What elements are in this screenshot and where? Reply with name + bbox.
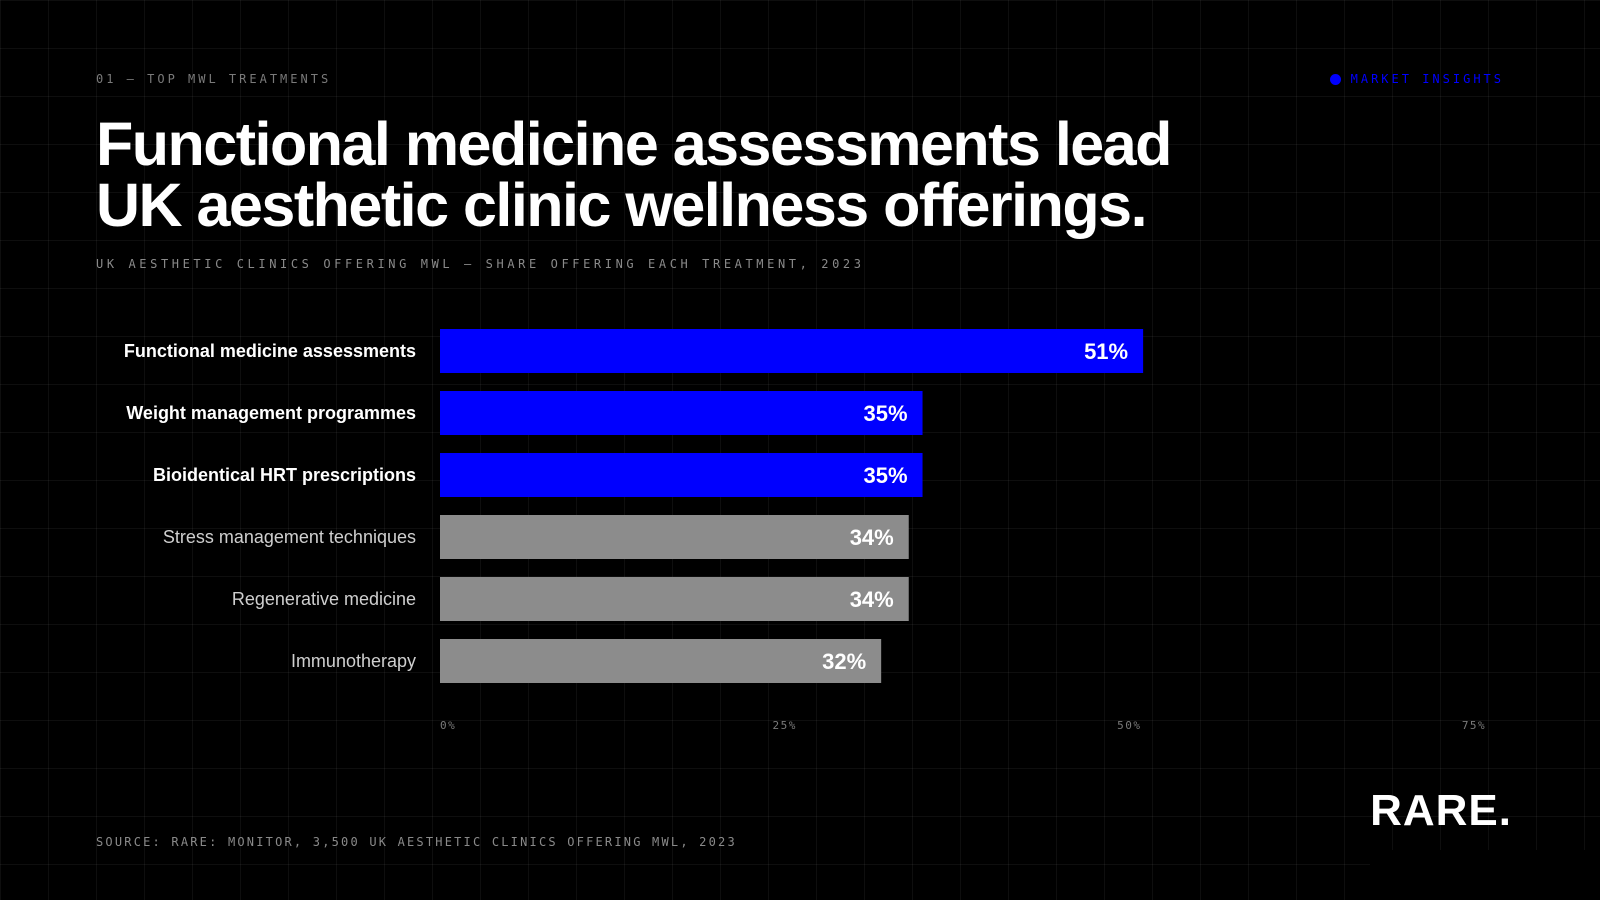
- value-label: 32%: [822, 649, 866, 674]
- x-tick-label: 25%: [772, 719, 796, 732]
- logo-backdrop: [1370, 850, 1600, 900]
- category-label: Bioidentical HRT prescriptions: [153, 465, 416, 485]
- market-insights-label: MARKET INSIGHTS: [1350, 72, 1504, 86]
- title-line-1: Functional medicine assessments lead: [96, 110, 1172, 178]
- value-label: 51%: [1084, 339, 1128, 364]
- value-label: 35%: [863, 463, 907, 488]
- eyebrow-label: 01 — TOP MWL TREATMENTS: [96, 72, 332, 86]
- category-label: Regenerative medicine: [232, 589, 416, 609]
- value-label: 35%: [863, 401, 907, 426]
- value-label: 34%: [850, 587, 894, 612]
- source-note: SOURCE: RARE: MONITOR, 3,500 UK AESTHETI…: [96, 835, 737, 849]
- bar-chart: Functional medicine assessments 51% Weight…: [124, 329, 1486, 732]
- bar: [440, 391, 923, 435]
- dot-icon: [1329, 73, 1341, 85]
- market-insights-tag: MARKET INSIGHTS: [1329, 72, 1504, 86]
- value-label: 34%: [850, 525, 894, 550]
- bar: [440, 453, 923, 497]
- chart-subtitle: UK AESTHETIC CLINICS OFFERING MWL — SHAR…: [96, 257, 865, 271]
- category-label: Functional medicine assessments: [124, 341, 416, 361]
- rare-logo: RARE.: [1370, 786, 1512, 835]
- x-tick-label: 0%: [440, 719, 456, 732]
- category-label: Stress management techniques: [163, 527, 416, 547]
- bar: [440, 515, 909, 559]
- x-tick-label: 75%: [1462, 719, 1486, 732]
- page-title: Functional medicine assessments lead UK …: [96, 114, 1296, 236]
- bar: [440, 577, 909, 621]
- category-label: Immunotherapy: [291, 651, 416, 671]
- category-label: Weight management programmes: [126, 403, 416, 423]
- x-tick-label: 50%: [1117, 719, 1141, 732]
- bar: [440, 329, 1144, 373]
- bar: [440, 639, 882, 683]
- title-line-2: UK aesthetic clinic wellness offerings.: [96, 171, 1148, 239]
